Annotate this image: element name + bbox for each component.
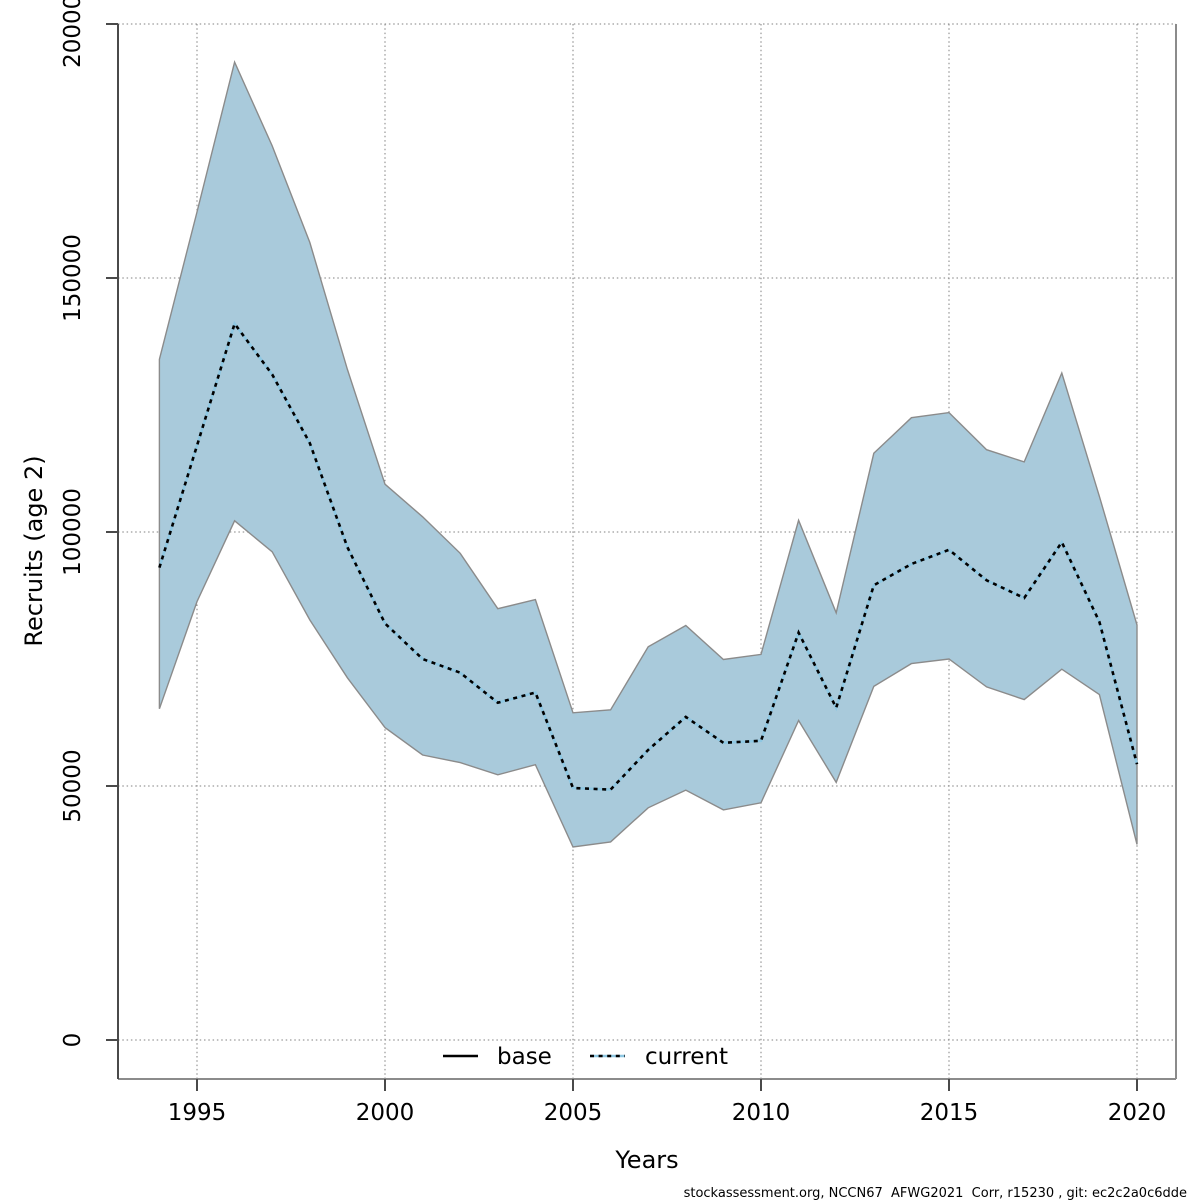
footer-credit: stockassessment.org, NCCN67 AFWG2021 Cor… bbox=[684, 1186, 1187, 1200]
confidence-band bbox=[158, 59, 1138, 848]
legend: base current bbox=[443, 1044, 728, 1070]
x-tick-label: 2010 bbox=[732, 1100, 791, 1126]
y-tick-label: 0 bbox=[60, 1033, 86, 1048]
x-tick-labels: 1995 2000 2005 2010 2015 2020 bbox=[168, 1100, 1167, 1126]
y-tick-label: 150000 bbox=[60, 234, 86, 322]
y-tick-label: 50000 bbox=[60, 749, 86, 822]
y-tick-label: 200000 bbox=[60, 0, 86, 68]
current-line bbox=[158, 320, 1139, 791]
x-tick-label: 1995 bbox=[168, 1100, 227, 1126]
y-axis-title: Recruits (age 2) bbox=[20, 455, 48, 646]
x-tick-label: 2020 bbox=[1108, 1100, 1167, 1126]
y-tick-labels: 0 50000 100000 150000 200000 bbox=[60, 0, 86, 1047]
legend-label-base: base bbox=[497, 1044, 552, 1070]
x-tick-label: 2005 bbox=[544, 1100, 603, 1126]
y-tick-label: 100000 bbox=[60, 488, 86, 576]
x-tick-label: 2015 bbox=[920, 1100, 979, 1126]
x-axis-title: Years bbox=[614, 1146, 678, 1174]
x-tick-label: 2000 bbox=[356, 1100, 415, 1126]
axes bbox=[106, 23, 1177, 1091]
legend-label-current: current bbox=[645, 1044, 728, 1070]
